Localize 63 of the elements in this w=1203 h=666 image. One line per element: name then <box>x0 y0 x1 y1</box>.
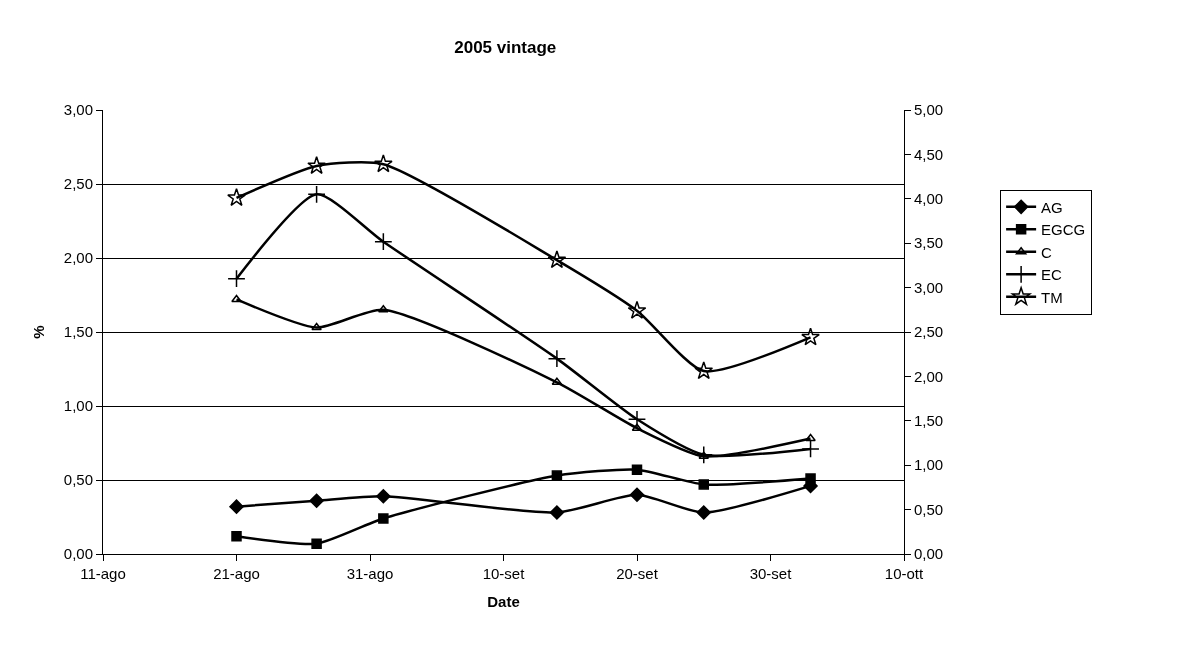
y2-tick-label: 5,00 <box>914 101 944 119</box>
legend-label: C <box>1041 243 1053 261</box>
point <box>629 487 645 503</box>
point <box>373 154 393 173</box>
point <box>231 294 242 303</box>
point <box>309 493 324 508</box>
point <box>374 232 393 251</box>
legend-label: EGCG <box>1041 221 1086 239</box>
legend-label: TM <box>1041 288 1063 306</box>
point <box>227 188 246 207</box>
y2-tick-label: 2,00 <box>914 367 944 385</box>
y2-tick-label: 1,00 <box>914 456 944 474</box>
legend-label: AG <box>1041 198 1063 216</box>
y-tick-label: 3,00 <box>63 101 93 119</box>
y2-tick-label: 0,00 <box>914 545 944 563</box>
point <box>311 322 322 331</box>
point <box>805 433 816 442</box>
x-tick-label: 21-ago <box>213 565 260 582</box>
point <box>627 410 647 429</box>
point <box>376 489 391 504</box>
point <box>229 499 244 514</box>
point <box>801 439 820 459</box>
y-tick-label: 2,50 <box>63 175 93 193</box>
point <box>311 538 322 549</box>
y2-tick-label: 4,50 <box>914 145 944 163</box>
point <box>551 377 563 386</box>
point <box>631 464 643 475</box>
y-tick-label: 1,50 <box>63 323 93 341</box>
point <box>547 250 567 269</box>
chart-title: 2005 vintage <box>454 37 557 57</box>
point <box>227 269 246 288</box>
y-axis-title: % <box>30 325 48 339</box>
point <box>698 479 709 490</box>
point <box>801 327 820 346</box>
point <box>549 505 565 520</box>
y2-tick-label: 3,50 <box>914 234 944 252</box>
x-tick-label: 10-set <box>482 565 526 582</box>
y2-tick-label: 4,00 <box>914 190 944 208</box>
y2-tick-label: 3,00 <box>914 278 944 296</box>
point <box>378 513 389 524</box>
y2-tick-label: 0,50 <box>914 500 944 518</box>
point <box>627 300 647 319</box>
x-tick-label: 10-ott <box>884 565 925 582</box>
x-axis-title: Date <box>487 593 520 610</box>
x-tick-label: 11-ago <box>80 565 126 582</box>
point <box>696 505 711 520</box>
y-tick-label: 0,00 <box>63 545 93 563</box>
point <box>551 470 563 481</box>
point <box>307 185 326 204</box>
y-tick-label: 1,00 <box>63 397 93 415</box>
x-tick-label: 20-set <box>616 565 659 582</box>
point <box>307 156 326 175</box>
point <box>805 473 816 484</box>
x-tick-label: 31-ago <box>346 565 394 582</box>
y2-tick-label: 2,50 <box>914 323 944 341</box>
y2-tick-label: 1,50 <box>914 412 944 430</box>
y-tick-label: 0,50 <box>63 471 93 489</box>
point <box>231 530 242 542</box>
point <box>694 361 714 380</box>
x-tick-label: 30-set <box>749 565 793 582</box>
legend-label: EC <box>1041 266 1063 284</box>
point <box>547 349 567 368</box>
y-tick-label: 2,00 <box>63 249 93 267</box>
